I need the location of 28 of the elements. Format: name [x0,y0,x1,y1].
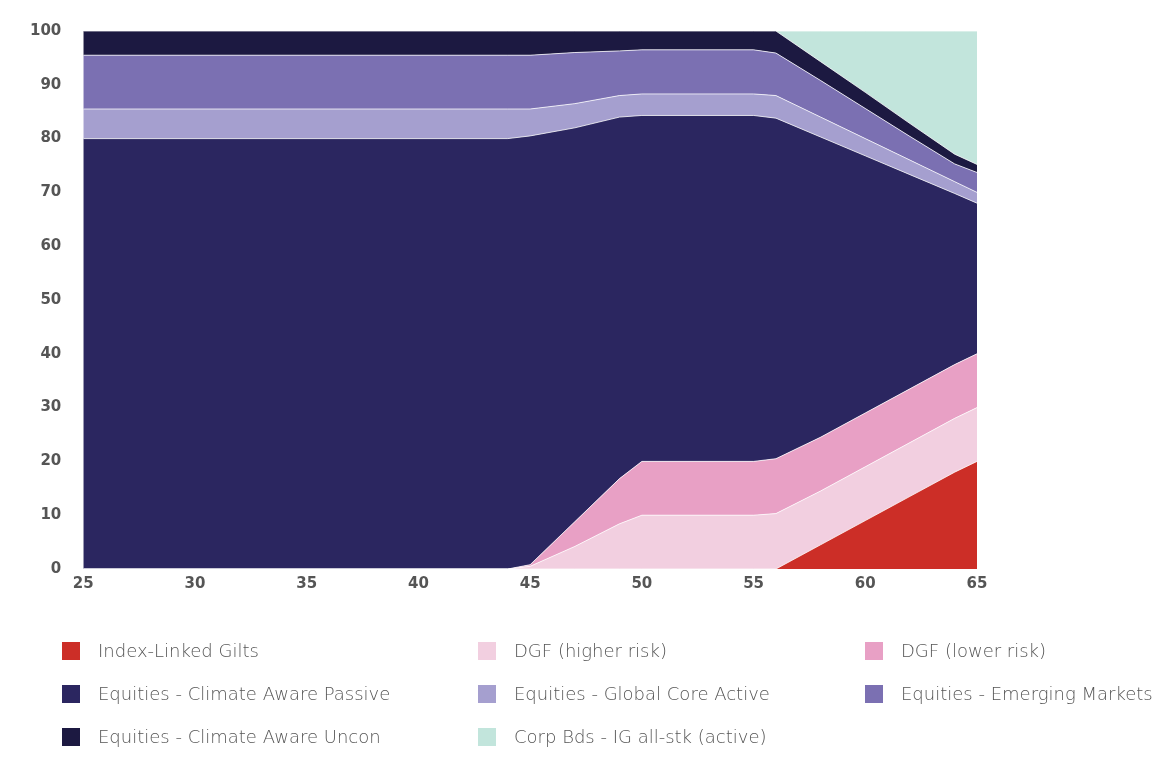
x-tick-label: 50 [631,573,653,592]
legend-label: Corp Bds - IG all-stk (active) [514,726,767,747]
legend-label: DGF (lower risk) [901,640,1047,661]
legend-label: Equities - Climate Aware Uncon [98,726,381,747]
y-tick-label: 90 [40,74,62,93]
y-tick-label: 10 [40,505,62,524]
legend-label: Equities - Global Core Active [514,683,770,704]
x-tick-label: 45 [519,573,541,592]
legend-label: Index-Linked Gilts [98,640,259,661]
legend-label: Equities - Emerging Markets [901,683,1153,704]
x-tick-label: 25 [72,573,94,592]
legend-label: Equities - Climate Aware Passive [98,683,391,704]
x-tick-label: 65 [966,573,988,592]
y-tick-label: 30 [40,397,62,416]
y-tick-label: 0 [50,558,62,577]
x-tick-label: 55 [743,573,765,592]
y-tick-label: 70 [40,182,62,201]
legend-label: DGF (higher risk) [514,640,667,661]
y-tick-label: 60 [40,236,62,255]
x-tick-label: 30 [184,573,206,592]
x-tick-label: 35 [296,573,318,592]
y-tick-label: 80 [40,128,62,147]
x-tick-label: 40 [408,573,429,592]
y-tick-label: 100 [30,20,62,39]
y-tick-label: 40 [40,343,62,362]
y-tick-label: 50 [40,289,62,308]
y-tick-label: 20 [40,451,62,470]
x-tick-label: 60 [854,573,876,592]
